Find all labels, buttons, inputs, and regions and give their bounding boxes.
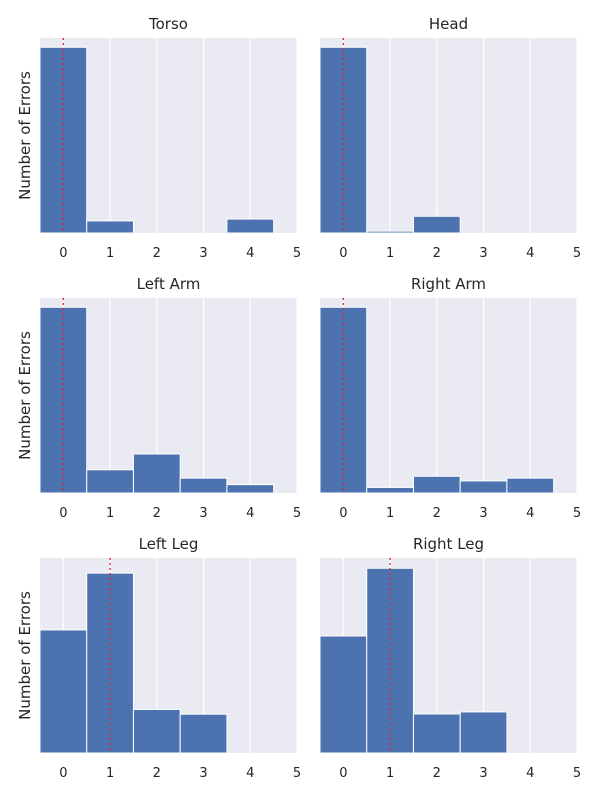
bar-bin-1 <box>86 220 134 234</box>
x-tick-label: 5 <box>573 506 581 521</box>
bar-bin-1 <box>366 230 414 234</box>
bar-bin-0 <box>319 46 368 234</box>
bar-bin-3 <box>179 477 228 494</box>
bar-bin-2 <box>412 475 461 494</box>
panel-left-arm: Left Arm 0 1 2 3 4 5 Number of Errors <box>16 275 301 521</box>
x-tick-label: 2 <box>153 246 161 261</box>
x-tick-label: 4 <box>246 246 254 261</box>
bar-bin-0 <box>39 306 88 494</box>
x-tick-label: 3 <box>479 246 487 261</box>
bar-bin-3 <box>179 713 228 754</box>
panel-title: Right Leg <box>413 535 484 553</box>
panel-title: Left Arm <box>137 275 201 293</box>
y-axis-label: Number of Errors <box>16 331 34 460</box>
x-tick-label: 0 <box>59 246 67 261</box>
x-tick-label: 0 <box>339 246 347 261</box>
panel-torso: Torso 0 1 2 3 4 5 Number of Errors <box>16 15 301 261</box>
bar-bin-2 <box>132 453 181 494</box>
bar-bin-0 <box>319 635 368 754</box>
bar-bin-1 <box>86 469 134 494</box>
bar-bin-0 <box>39 629 88 754</box>
panel-head: Head 0 1 2 3 4 5 <box>319 15 581 261</box>
panel-left-leg: Left Leg 0 1 2 3 4 5 Number of Errors <box>16 535 301 781</box>
x-tick-label: 5 <box>293 506 301 521</box>
x-tick-label: 0 <box>59 766 67 781</box>
x-tick-label: 4 <box>526 766 534 781</box>
x-tick-label: 4 <box>246 766 254 781</box>
x-tick-label: 1 <box>386 246 394 261</box>
x-tick-label: 2 <box>433 766 441 781</box>
bar-bin-4 <box>226 484 275 494</box>
bar-bin-1 <box>366 567 414 754</box>
bar-bin-3 <box>459 711 508 754</box>
x-tick-label: 2 <box>153 506 161 521</box>
x-tick-label: 0 <box>59 506 67 521</box>
x-tick-label: 3 <box>479 506 487 521</box>
bar-bin-2 <box>412 713 461 754</box>
panel-right-leg: Right Leg 0 1 2 3 4 5 <box>319 535 581 781</box>
panel-right-arm: Right Arm 0 1 2 3 4 5 <box>319 275 581 521</box>
bar-bin-4 <box>226 218 275 234</box>
x-tick-label: 0 <box>339 766 347 781</box>
x-tick-label: 2 <box>433 506 441 521</box>
x-tick-label: 4 <box>246 506 254 521</box>
x-tick-label: 1 <box>106 766 114 781</box>
y-axis-label: Number of Errors <box>16 591 34 720</box>
bar-bin-2 <box>412 215 461 234</box>
x-tick-label: 0 <box>339 506 347 521</box>
x-tick-label: 1 <box>106 246 114 261</box>
bar-bin-2 <box>132 708 181 754</box>
panel-title: Left Leg <box>139 535 199 553</box>
x-tick-label: 4 <box>526 246 534 261</box>
x-tick-label: 1 <box>386 766 394 781</box>
x-tick-label: 1 <box>386 506 394 521</box>
x-tick-label: 5 <box>573 246 581 261</box>
bar-bin-1 <box>366 486 414 494</box>
panel-title: Right Arm <box>411 275 486 293</box>
x-tick-label: 4 <box>526 506 534 521</box>
x-tick-label: 3 <box>199 766 207 781</box>
x-tick-label: 5 <box>293 246 301 261</box>
x-tick-label: 1 <box>106 506 114 521</box>
x-tick-label: 5 <box>573 766 581 781</box>
y-axis-label: Number of Errors <box>16 71 34 200</box>
x-tick-label: 2 <box>433 246 441 261</box>
bar-bin-0 <box>319 306 368 494</box>
x-tick-label: 3 <box>479 766 487 781</box>
bar-bin-3 <box>459 480 508 494</box>
bar-bin-4 <box>506 477 555 494</box>
x-tick-label: 3 <box>199 506 207 521</box>
x-tick-label: 5 <box>293 766 301 781</box>
bar-bin-0 <box>39 46 88 234</box>
x-tick-label: 2 <box>153 766 161 781</box>
x-tick-label: 3 <box>199 246 207 261</box>
panel-title: Head <box>429 15 468 33</box>
panel-title: Torso <box>148 15 188 33</box>
